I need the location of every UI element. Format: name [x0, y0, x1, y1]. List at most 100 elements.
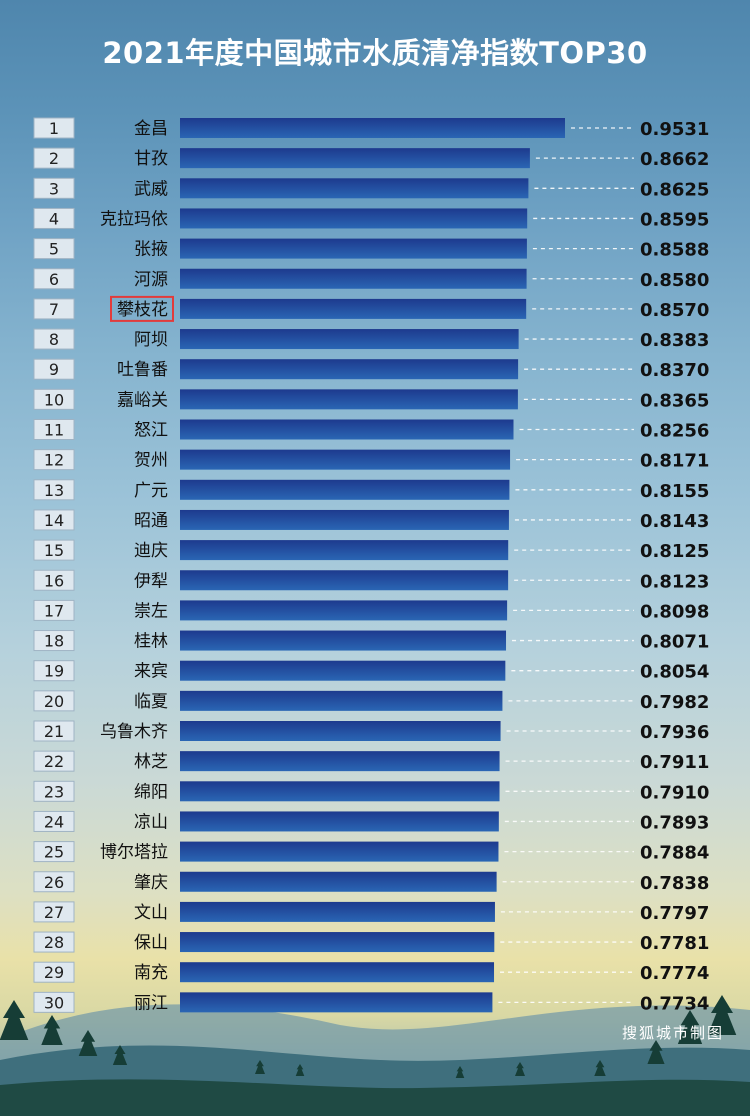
rank-box — [33, 901, 75, 923]
rank-box — [33, 177, 75, 199]
bar — [180, 509, 509, 530]
rank-label: 10 — [44, 390, 64, 409]
bar — [180, 118, 565, 138]
chart-row: 3 武威 0.8625 — [33, 177, 709, 200]
mountain-scenery — [0, 1004, 750, 1116]
category-tick-label: 吐鲁番 — [117, 360, 168, 380]
chart-row: 24 凉山 0.7893 — [33, 810, 709, 833]
chart-row: 30 丽江 0.7734 — [33, 991, 709, 1014]
data-label: 0.7910 — [640, 782, 709, 803]
rank-box — [33, 599, 75, 621]
data-label: 0.7797 — [640, 903, 709, 924]
bar — [180, 178, 529, 199]
chart-row: 18 桂林 0.8071 — [33, 630, 709, 653]
category-tick-label: 凉山 — [134, 812, 168, 832]
chart-row: 8 阿坝 0.8383 — [33, 328, 709, 351]
pine-tree-icon — [594, 1060, 606, 1076]
rank-label: 14 — [44, 511, 64, 530]
rank-box — [33, 449, 75, 471]
chart-row: 15 迪庆 0.8125 — [33, 539, 709, 562]
rank-label: 30 — [44, 993, 64, 1012]
category-tick-label: 克拉玛依 — [100, 209, 168, 229]
rank-label: 21 — [44, 722, 64, 741]
rank-label: 7 — [49, 300, 59, 319]
pine-tree-icon — [677, 1010, 703, 1044]
chart-row: 4 克拉玛依 0.8595 — [33, 207, 709, 230]
category-tick-label: 临夏 — [134, 692, 168, 712]
rank-box — [33, 690, 75, 712]
rank-label: 1 — [49, 119, 59, 138]
bar — [180, 359, 519, 380]
chart-row: 13 广元 0.8155 — [33, 479, 709, 502]
rank-label: 2 — [49, 149, 59, 168]
rank-label: 13 — [44, 481, 64, 500]
rank-label: 4 — [49, 209, 59, 228]
data-label: 0.8662 — [640, 149, 709, 170]
chart-row: 5 张掖 0.8588 — [33, 238, 709, 261]
rank-box — [33, 961, 75, 983]
rank-label: 24 — [44, 812, 64, 831]
data-label: 0.8071 — [640, 632, 709, 653]
rank-box — [33, 630, 75, 652]
data-label: 0.7982 — [640, 692, 709, 713]
rank-box — [33, 991, 75, 1013]
rank-box — [33, 720, 75, 742]
rank-label: 9 — [49, 360, 59, 379]
category-tick-label: 嘉峪关 — [117, 390, 168, 410]
data-label: 0.7774 — [640, 963, 709, 984]
chart-row: 2 甘孜 0.8662 — [33, 147, 709, 170]
pine-tree-icon — [707, 995, 737, 1035]
rank-box — [33, 388, 75, 410]
rank-box — [33, 780, 75, 802]
rank-label: 17 — [44, 601, 64, 620]
bar — [180, 690, 503, 711]
rank-box — [33, 931, 75, 953]
rank-label: 15 — [44, 541, 64, 560]
chart-row: 11 怒江 0.8256 — [33, 419, 709, 442]
category-tick-label: 桂林 — [134, 632, 168, 652]
bar — [180, 781, 500, 802]
data-label: 0.7884 — [640, 843, 709, 864]
chart-row: 17 崇左 0.8098 — [33, 599, 709, 622]
category-tick-label: 肇庆 — [134, 873, 168, 893]
data-label: 0.7936 — [640, 722, 709, 743]
data-label: 0.8123 — [640, 571, 709, 592]
pine-tree-icon — [295, 1064, 305, 1076]
rank-box — [33, 660, 75, 682]
data-label: 0.8098 — [640, 601, 709, 622]
bar — [180, 871, 497, 892]
category-tick-label: 昭通 — [134, 511, 168, 531]
rank-label: 28 — [44, 933, 64, 952]
rank-box — [33, 841, 75, 863]
data-label: 0.8365 — [640, 390, 709, 411]
pine-tree-icon — [78, 1030, 98, 1056]
bar — [180, 751, 500, 772]
category-tick-label: 河源 — [134, 270, 168, 290]
data-label: 0.8155 — [640, 481, 709, 502]
rank-box — [33, 147, 75, 169]
chart-title: 2021年度中国城市水质清净指数TOP30 — [102, 36, 648, 70]
bar — [180, 479, 510, 500]
data-label: 0.8383 — [640, 330, 709, 351]
category-tick-label: 乌鲁木齐 — [100, 722, 168, 742]
bar — [180, 660, 506, 681]
bar — [180, 238, 527, 259]
rank-label: 19 — [44, 662, 64, 681]
rank-box — [33, 238, 75, 260]
bar — [180, 630, 507, 651]
chart-row: 28 保山 0.7781 — [33, 931, 709, 954]
data-label: 0.9531 — [640, 119, 709, 140]
chart-row: 21 乌鲁木齐 0.7936 — [33, 720, 709, 743]
bar — [180, 148, 530, 169]
rank-label: 11 — [44, 421, 64, 440]
pine-tree-icon — [41, 1015, 63, 1045]
bar — [180, 570, 509, 591]
chart-row: 25 博尔塔拉 0.7884 — [33, 841, 709, 864]
data-label: 0.7911 — [640, 752, 709, 773]
highlight-box — [110, 295, 174, 322]
rank-label: 16 — [44, 571, 64, 590]
rank-label: 22 — [44, 752, 64, 771]
category-tick-label: 怒江 — [134, 421, 168, 441]
pine-tree-icon — [514, 1062, 526, 1076]
